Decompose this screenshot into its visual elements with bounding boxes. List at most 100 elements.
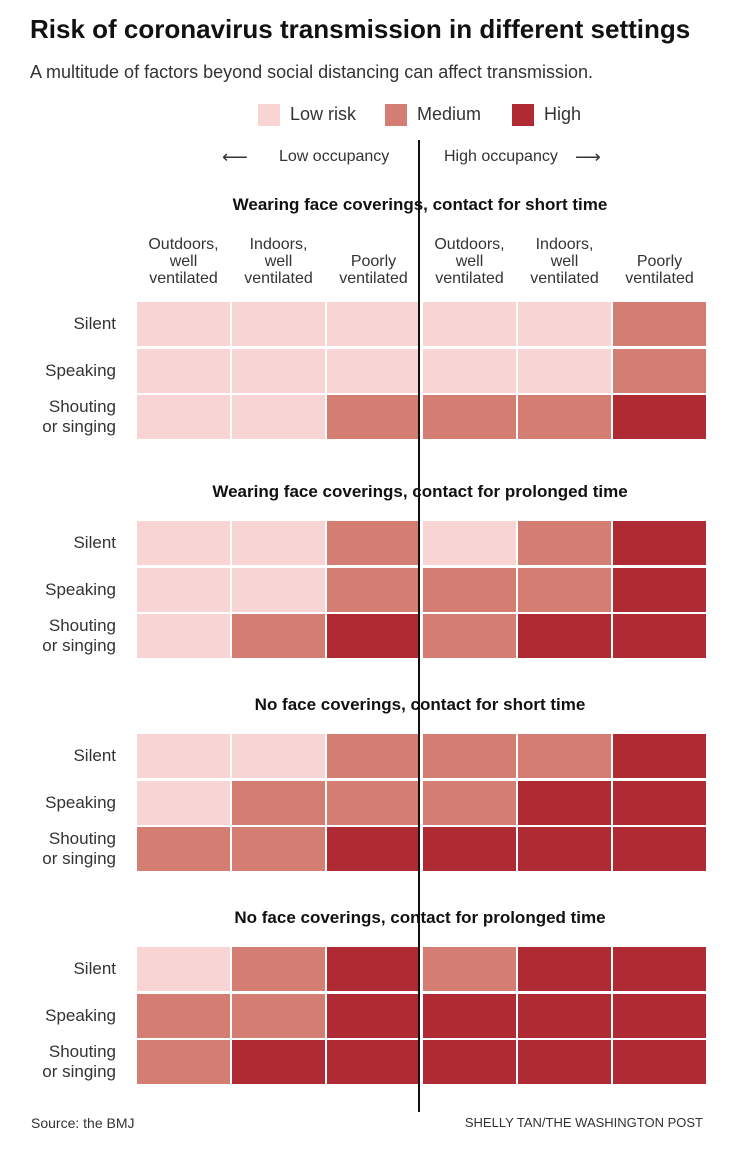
column-header-line: ventilated (149, 270, 218, 287)
legend-label-low: Low risk (290, 104, 357, 124)
heatmap-cell (518, 780, 611, 825)
column-header-line: ventilated (530, 270, 599, 287)
panel-title: Wearing face coverings, contact for shor… (232, 195, 608, 214)
heatmap-cell (518, 348, 611, 393)
column-header-line: Indoors, (249, 236, 308, 253)
heatmap-cell (137, 348, 230, 393)
heatmap-cell (327, 1040, 420, 1084)
heatmap-cell (232, 614, 325, 658)
heatmap-cell (137, 567, 230, 612)
heatmap-cell (423, 614, 516, 658)
heatmap-cell (232, 780, 325, 825)
chart-title: Risk of coronavirus transmission in diff… (30, 14, 691, 44)
heatmap-cell (327, 302, 420, 346)
legend-label-high: High (544, 104, 582, 124)
column-header-line: well (455, 253, 484, 270)
heatmap-cell (613, 780, 706, 825)
heatmap-cell (613, 614, 706, 658)
heatmap-cell (518, 614, 611, 658)
heatmap-cell (327, 734, 420, 778)
heatmap-cell (327, 827, 420, 871)
legend-swatch-low (258, 104, 280, 126)
heatmap-cell (613, 348, 706, 393)
heatmap-cell (327, 947, 420, 991)
row-label: Silent (20, 314, 116, 334)
column-header-line: Indoors, (535, 236, 594, 253)
heatmap-cell (518, 947, 611, 991)
heatmap-cell (327, 614, 420, 658)
column-header: Outdoors, well ventilated (138, 236, 230, 287)
heatmap-cell (518, 567, 611, 612)
row-label: Shouting or singing (20, 616, 116, 656)
heatmap-cell (613, 827, 706, 871)
heatmap-cell (137, 947, 230, 991)
heatmap-cell (232, 567, 325, 612)
row-label-line: Silent (73, 959, 116, 978)
heatmap-cell (423, 993, 516, 1038)
heatmap-cell (137, 827, 230, 871)
column-header-line: Poorly (350, 253, 397, 270)
heatmap-cell (137, 614, 230, 658)
heatmap-cell (613, 302, 706, 346)
legend-swatch-high (512, 104, 534, 126)
heatmap-cell (518, 395, 611, 439)
heatmap-cell (137, 302, 230, 346)
heatmap-cell (232, 947, 325, 991)
heatmap-cell (518, 302, 611, 346)
heatmap-cell (327, 521, 420, 565)
column-header-line: ventilated (625, 270, 694, 287)
heatmap-cell (518, 734, 611, 778)
heatmap-cell (232, 302, 325, 346)
heatmap-cell (232, 521, 325, 565)
row-label: Shouting or singing (20, 397, 116, 437)
row-label-line: Speaking (45, 1005, 116, 1025)
heatmap-cell (232, 348, 325, 393)
row-label: Silent (20, 746, 116, 766)
heatmap-cell (518, 1040, 611, 1084)
column-header-line: Outdoors, (148, 236, 219, 253)
row-label: Speaking (20, 793, 116, 813)
right-arrow-icon: ⟶ (575, 147, 601, 167)
row-label: Silent (20, 533, 116, 553)
heatmap-cell (232, 734, 325, 778)
column-header-line: Poorly (636, 253, 683, 270)
high-occupancy-label: High occupancy (444, 148, 558, 165)
panel-title: No face coverings, contact for short tim… (254, 695, 586, 714)
heatmap-cell (518, 521, 611, 565)
row-label: Speaking (20, 1006, 116, 1026)
row-label-line: Shouting (48, 616, 116, 635)
column-header: Indoors, well ventilated (519, 236, 611, 287)
row-label: Silent (20, 959, 116, 979)
row-label-line: or singing (42, 636, 116, 655)
row-label-line: Speaking (45, 792, 116, 812)
heatmap-cell (613, 947, 706, 991)
heatmap-cell (327, 348, 420, 393)
heatmap-cell (423, 780, 516, 825)
column-header: Poorly ventilated (614, 253, 706, 287)
row-label: Shouting or singing (20, 829, 116, 869)
heatmap-cell (423, 1040, 516, 1084)
row-label: Speaking (20, 580, 116, 600)
row-label-line: Speaking (45, 579, 116, 599)
column-header-line: ventilated (339, 270, 408, 287)
row-label-line: Silent (73, 746, 116, 765)
column-header-line: Outdoors, (434, 236, 505, 253)
heatmap-cell (423, 302, 516, 346)
heatmap-cell (423, 947, 516, 991)
heatmap-cell (613, 395, 706, 439)
heatmap-cell (518, 993, 611, 1038)
row-label-line: or singing (42, 849, 116, 868)
heatmap-cell (232, 395, 325, 439)
legend-swatch-medium (385, 104, 407, 126)
credit-note: SHELLY TAN/THE WASHINGTON POST (464, 1115, 703, 1130)
heatmap-cell (613, 993, 706, 1038)
heatmap-cell (137, 780, 230, 825)
heatmap-cell (327, 567, 420, 612)
heatmap-cell (232, 827, 325, 871)
heatmap-cell (137, 993, 230, 1038)
heatmap-cell (518, 827, 611, 871)
heatmap-cell (613, 734, 706, 778)
heatmap-cell (423, 567, 516, 612)
heatmap-cell (423, 734, 516, 778)
heatmap-cell (137, 1040, 230, 1084)
